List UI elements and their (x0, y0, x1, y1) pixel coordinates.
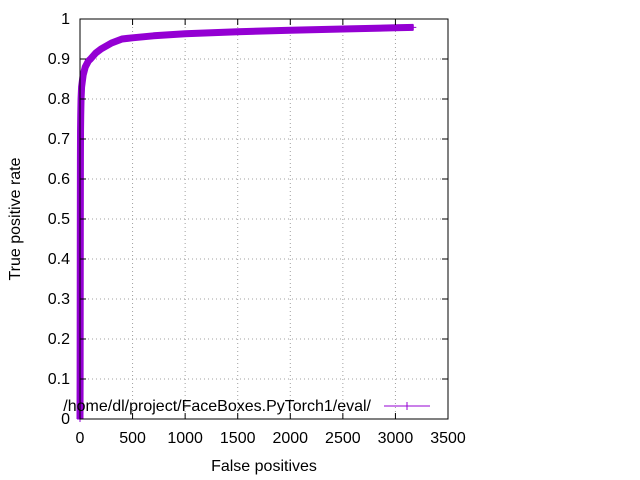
data-point (77, 128, 84, 134)
y-tick-label: 1 (61, 11, 70, 28)
y-tick-label: 0.4 (48, 251, 70, 268)
y-tick-label: 0.3 (48, 291, 70, 308)
x-tick-label: 2500 (325, 430, 361, 447)
data-point (77, 112, 84, 118)
data-point (150, 32, 157, 39)
data-point (92, 50, 99, 56)
x-tick-label: 2000 (272, 430, 308, 447)
grid-lines (80, 19, 448, 419)
data-point (81, 68, 88, 74)
y-tick-label: 0 (61, 411, 70, 428)
data-point (87, 56, 94, 62)
x-tick-label: 3500 (430, 430, 466, 447)
x-tick-label: 1000 (167, 430, 203, 447)
data-point (98, 46, 105, 52)
legend-label: /home/dl/project/FaceBoxes.PyTorch1/eval… (63, 398, 371, 415)
x-tick-label: 3000 (378, 430, 414, 447)
x-axis-label: False positives (211, 458, 317, 475)
y-tick-label: 0.2 (48, 331, 70, 348)
data-point (410, 24, 417, 31)
x-tick-label: 0 (76, 430, 85, 447)
x-tick-label: 500 (119, 430, 146, 447)
data-point (287, 27, 294, 34)
data-point (119, 36, 126, 42)
data-point (339, 26, 346, 32)
y-tick-label: 0.8 (48, 91, 70, 108)
y-tick-label: 0.1 (48, 371, 70, 388)
data-point (234, 28, 241, 35)
series-layer (76, 23, 417, 422)
data-point (129, 34, 136, 41)
y-tick-label: 0.6 (48, 171, 70, 188)
tick-layer: 0 0.1 0.2 0.3 0.4 0.5 0.6 0.7 0.8 0.9 1 0 500 1000 150… (48, 11, 466, 447)
data-point (182, 30, 189, 37)
y-axis-label: True positive rate (7, 157, 24, 280)
y-tick-label: 0.9 (48, 51, 70, 68)
legend: /home/dl/project/FaceBoxes.PyTorch1/eval… (63, 398, 430, 415)
data-point (108, 40, 115, 46)
y-tick-label: 0.5 (48, 211, 70, 228)
x-tick-label: 1500 (220, 430, 256, 447)
series-line (76, 23, 414, 420)
data-point (80, 72, 87, 78)
data-point (83, 62, 90, 68)
y-tick-label: 0.7 (48, 131, 70, 148)
data-point (392, 24, 399, 31)
